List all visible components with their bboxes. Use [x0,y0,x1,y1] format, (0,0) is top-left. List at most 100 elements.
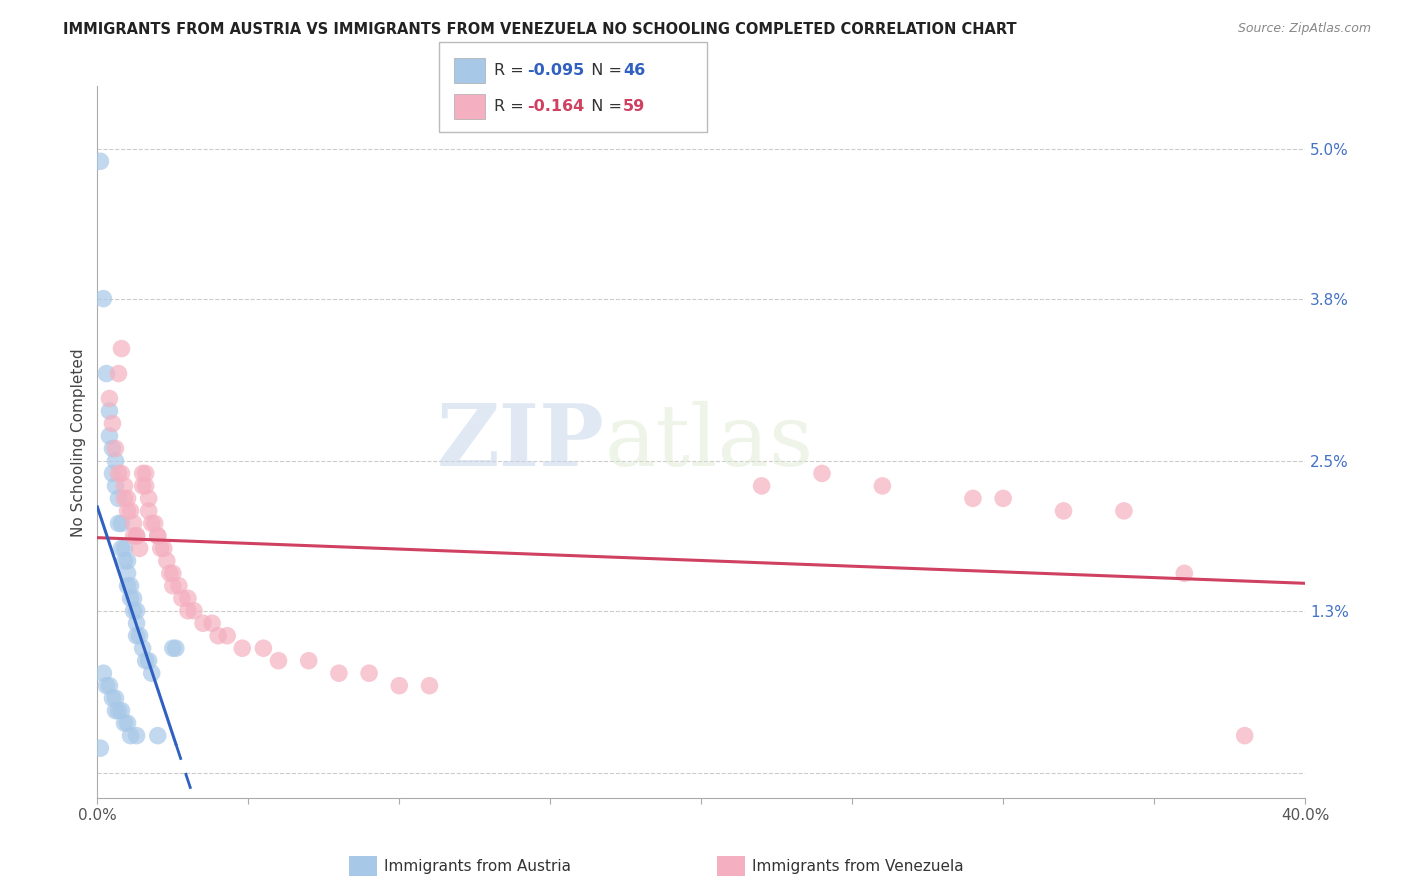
Point [125,529,148,543]
Point [98,679,121,693]
Point [107,704,129,718]
Y-axis label: No Schooling Completed: No Schooling Completed [72,348,86,536]
Point [146,529,169,543]
Point [170,591,193,606]
Point [120,729,142,743]
Point [177,591,200,606]
Point [122,516,145,531]
Point [1112,504,1135,518]
Point [231,641,253,656]
Point [117,491,139,506]
Point [191,616,214,631]
Text: N =: N = [581,63,627,78]
Point [104,454,127,468]
Point [183,604,205,618]
Point [101,467,124,481]
Point [872,479,894,493]
Text: R =: R = [494,99,529,113]
Text: Source: ZipAtlas.com: Source: ZipAtlas.com [1237,22,1371,36]
Point [1173,566,1195,581]
Point [388,679,411,693]
Point [328,666,350,681]
Point [359,666,381,681]
Point [110,516,132,531]
Point [1233,729,1256,743]
Point [138,491,160,506]
Point [252,641,274,656]
Point [104,691,127,706]
Point [751,479,773,493]
Point [162,641,184,656]
Point [122,529,145,543]
Point [89,741,111,756]
Point [122,604,145,618]
Point [135,479,157,493]
Point [104,442,127,456]
Point [207,629,229,643]
Point [107,367,129,381]
Text: -0.164: -0.164 [527,99,585,113]
Point [1052,504,1074,518]
Point [141,666,163,681]
Point [201,616,224,631]
Point [811,467,834,481]
Text: Immigrants from Venezuela: Immigrants from Venezuela [752,859,965,873]
Point [135,467,157,481]
Point [104,479,127,493]
Point [117,566,139,581]
Point [107,491,129,506]
Point [96,679,118,693]
Point [93,292,115,306]
Text: 59: 59 [623,99,645,113]
Point [146,729,169,743]
Text: 46: 46 [623,63,645,78]
Point [120,504,142,518]
Point [165,641,187,656]
Point [122,591,145,606]
Point [125,629,148,643]
Point [135,654,157,668]
Point [114,554,136,568]
Text: atlas: atlas [605,401,814,483]
Point [114,491,136,506]
Point [141,516,163,531]
Point [162,579,184,593]
Point [120,579,142,593]
Point [101,417,124,431]
Text: R =: R = [494,63,529,78]
Point [138,654,160,668]
Point [114,479,136,493]
Point [156,554,179,568]
Point [93,666,115,681]
Point [125,616,148,631]
Point [120,591,142,606]
Point [162,566,184,581]
Point [101,442,124,456]
Point [89,154,111,169]
Point [114,716,136,731]
Point [143,516,166,531]
Text: N =: N = [581,99,627,113]
Text: IMMIGRANTS FROM AUSTRIA VS IMMIGRANTS FROM VENEZUELA NO SCHOOLING COMPLETED CORR: IMMIGRANTS FROM AUSTRIA VS IMMIGRANTS FR… [63,22,1017,37]
Point [114,541,136,556]
Point [107,516,129,531]
Point [117,554,139,568]
Point [152,541,174,556]
Point [125,604,148,618]
Point [418,679,440,693]
Text: Immigrants from Austria: Immigrants from Austria [384,859,571,873]
Point [167,579,190,593]
Point [128,629,150,643]
Point [96,367,118,381]
Point [117,579,139,593]
Point [101,691,124,706]
Point [131,479,153,493]
Point [149,541,172,556]
Point [117,504,139,518]
Point [991,491,1014,506]
Point [110,541,132,556]
Text: -0.095: -0.095 [527,63,585,78]
Point [128,541,150,556]
Point [267,654,290,668]
Point [217,629,239,643]
